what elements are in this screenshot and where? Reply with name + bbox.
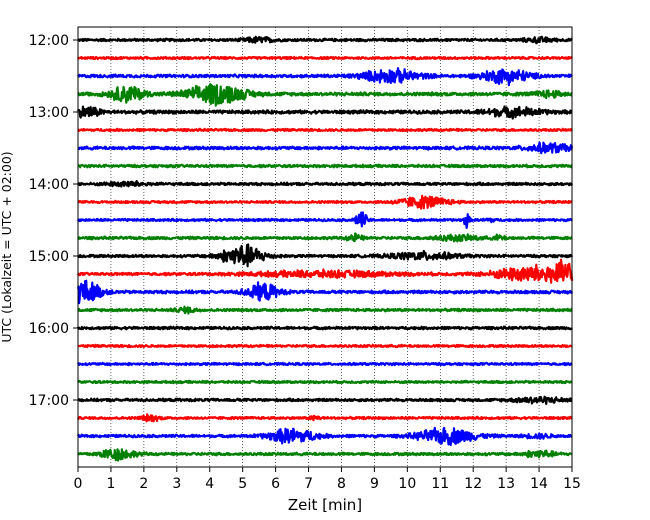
y-tick-label-1500: 15:00 bbox=[29, 249, 69, 265]
x-tick-label-1: 1 bbox=[106, 476, 115, 492]
trace-series-layer bbox=[76, 35, 574, 462]
trace-1515 bbox=[76, 258, 574, 284]
trace-1245 bbox=[77, 83, 573, 107]
trace-1315 bbox=[77, 127, 573, 133]
x-tick-label-8: 8 bbox=[337, 476, 346, 492]
y-tick-label-1400: 14:00 bbox=[29, 177, 69, 193]
x-axis-title: Zeit [min] bbox=[288, 496, 362, 514]
y-axis-ticks: 12:00 13:00 14:00 15:00 16:00 17:00 bbox=[29, 33, 78, 409]
x-axis-ticks: 0 1 2 3 4 5 6 7 8 9 10 11 12 13 14 15 bbox=[74, 467, 581, 492]
y-tick-label-1700: 17:00 bbox=[29, 393, 69, 409]
trace-1700 bbox=[77, 395, 573, 405]
x-tick-label-9: 9 bbox=[370, 476, 379, 492]
trace-1445 bbox=[77, 232, 573, 243]
trace-1330 bbox=[77, 141, 574, 155]
grid-lines bbox=[110, 27, 540, 467]
y-tick-label-1200: 12:00 bbox=[29, 33, 69, 49]
trace-1415 bbox=[77, 194, 573, 210]
x-tick-label-12: 12 bbox=[464, 476, 482, 492]
x-tick-label-11: 11 bbox=[431, 476, 449, 492]
trace-1430 bbox=[76, 211, 573, 229]
trace-1230 bbox=[77, 67, 573, 87]
trace-1545 bbox=[77, 305, 573, 315]
trace-1615 bbox=[77, 343, 573, 349]
trace-1400 bbox=[77, 179, 574, 188]
trace-1600 bbox=[76, 325, 573, 331]
trace-1630 bbox=[77, 361, 573, 367]
trace-1645 bbox=[77, 379, 573, 385]
trace-1300 bbox=[77, 105, 573, 120]
trace-1345 bbox=[77, 163, 573, 169]
x-tick-label-4: 4 bbox=[205, 476, 214, 492]
x-tick-label-6: 6 bbox=[271, 476, 280, 492]
x-tick-label-7: 7 bbox=[304, 476, 313, 492]
trace-1530 bbox=[76, 279, 574, 305]
x-tick-label-15: 15 bbox=[563, 476, 581, 492]
x-tick-label-13: 13 bbox=[497, 476, 515, 492]
plot-frame bbox=[77, 26, 573, 468]
trace-1500 bbox=[77, 243, 574, 268]
trace-1200 bbox=[77, 35, 573, 45]
x-tick-label-2: 2 bbox=[139, 476, 148, 492]
x-tick-label-14: 14 bbox=[530, 476, 548, 492]
y-tick-label-1300: 13:00 bbox=[29, 105, 69, 121]
x-tick-label-0: 0 bbox=[74, 476, 83, 492]
y-axis-title: UTC (Lokalzeit = UTC + 02:00) bbox=[0, 151, 14, 342]
trace-1730 bbox=[76, 426, 573, 447]
trace-1745 bbox=[77, 448, 573, 462]
x-tick-label-5: 5 bbox=[238, 476, 247, 492]
x-tick-label-10: 10 bbox=[398, 476, 416, 492]
y-tick-label-1600: 16:00 bbox=[29, 321, 69, 337]
trace-1715 bbox=[77, 413, 573, 423]
trace-1215 bbox=[76, 55, 573, 61]
x-tick-label-3: 3 bbox=[172, 476, 181, 492]
